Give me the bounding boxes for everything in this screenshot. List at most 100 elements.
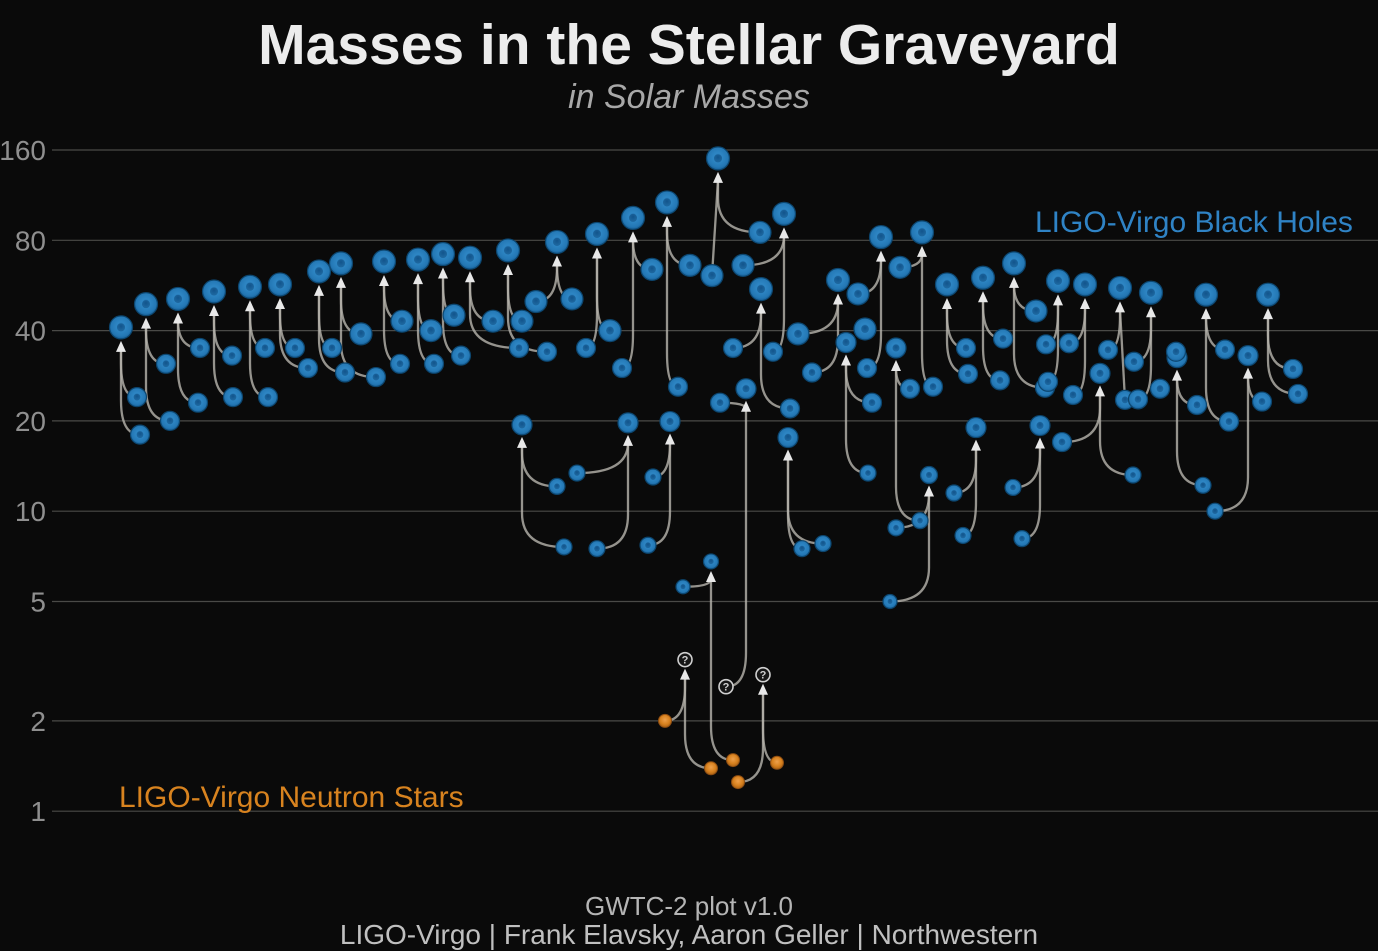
arrowhead-icon	[1035, 437, 1045, 449]
unknown-mass-marker	[718, 678, 734, 695]
dot-center-shade	[674, 383, 682, 391]
dot-center-shade	[1258, 398, 1266, 405]
dot-center-shade	[133, 393, 141, 401]
dot-center-shade	[166, 417, 174, 425]
dot-center-shade	[951, 490, 957, 496]
dot-center-shade	[842, 339, 850, 347]
dot-center-shade	[868, 399, 876, 407]
merger-arrow	[520, 444, 565, 549]
dot-center-shade	[450, 311, 458, 320]
dot-center-shade	[561, 544, 567, 550]
dot-center-shade	[756, 228, 764, 237]
dot-center-shade	[209, 287, 219, 296]
merger-arrow	[647, 441, 672, 547]
arrowhead-icon	[379, 274, 389, 286]
dot-center-shade	[861, 325, 869, 333]
merger-arrow	[576, 442, 630, 475]
dot-center-shade	[372, 373, 380, 381]
arrowhead-icon	[779, 227, 789, 239]
dot-center-shade	[1044, 378, 1052, 386]
dot-center-shade	[314, 267, 324, 276]
arrowhead-icon	[314, 284, 324, 296]
dot-center-shade	[1156, 385, 1164, 393]
merger-arrow	[725, 408, 748, 688]
arrowhead-icon	[1095, 385, 1105, 397]
arrowhead-icon	[917, 245, 927, 257]
merger-arrow	[761, 691, 778, 764]
dot-center-shade	[1134, 396, 1142, 403]
dot-center-shade	[794, 330, 802, 338]
dot-center-shade	[194, 399, 202, 407]
y-tick-label-20: 20	[15, 406, 46, 437]
dot-center-shade	[245, 282, 255, 291]
dot-center-shade	[379, 257, 389, 266]
dot-center-shade	[713, 154, 723, 163]
arrowhead-icon	[971, 439, 981, 451]
dot-center-shade	[1172, 348, 1180, 356]
dot-center-shade	[769, 348, 777, 356]
arrowhead-icon	[173, 312, 183, 324]
arrowhead-icon	[833, 293, 843, 305]
caption-version: GWTC-2 plot v1.0	[584, 891, 794, 921]
dot-center-shade	[996, 377, 1004, 384]
dot-center-shade	[1058, 438, 1066, 446]
dot-center-shade	[876, 233, 886, 242]
dot-center-shade	[708, 271, 716, 280]
dot-center-shade	[917, 228, 927, 237]
merger-arrow	[176, 320, 199, 404]
dot-center-shade	[552, 237, 562, 246]
dot-center-shade	[926, 472, 932, 479]
merger-arrow	[683, 676, 712, 770]
merger-arrow	[585, 255, 599, 350]
dot-center-shade	[779, 209, 789, 218]
dot-center-shade	[465, 253, 475, 262]
dot-center-shade	[1225, 418, 1233, 425]
dot-center-shade	[648, 265, 656, 274]
merger-arrow	[621, 239, 635, 370]
dot-center-shade	[1010, 484, 1016, 491]
dot-center-shade	[962, 344, 970, 352]
merger-arrows-layer	[116, 171, 1299, 784]
arrowhead-icon	[841, 354, 851, 366]
dot-center-shade	[1201, 290, 1211, 299]
dot-center-shade	[430, 360, 438, 368]
question-mark-icon: ?	[682, 655, 689, 667]
dot-center-shade	[518, 317, 526, 326]
arrowhead-icon	[713, 171, 723, 183]
dot-center-shade	[784, 434, 792, 442]
neutron-star-dot	[770, 755, 784, 770]
dot-center-shade	[1244, 352, 1252, 360]
arrowhead-icon	[438, 267, 448, 279]
dot-center-shade	[1200, 482, 1206, 489]
dot-center-shade	[680, 584, 686, 590]
merger-arrow	[709, 578, 734, 762]
dot-center-shade	[999, 335, 1007, 342]
legend-black-holes: LIGO-Virgo Black Holes	[1035, 206, 1353, 239]
y-tick-label-80: 80	[15, 225, 46, 256]
page-title: Masses in the Stellar Graveyard	[258, 13, 1120, 77]
dot-center-shade	[532, 297, 540, 306]
dot-center-shade	[618, 364, 626, 372]
dot-center-shade	[1065, 339, 1073, 347]
neutron-star-dot	[704, 761, 718, 776]
dot-center-shade	[942, 280, 952, 289]
dot-center-shade	[729, 344, 737, 352]
dot-center-shade	[808, 369, 816, 376]
merger-arrow	[1021, 445, 1042, 540]
arrowhead-icon	[758, 683, 768, 695]
mass-dots-layer: ???	[108, 146, 1309, 790]
dot-center-shade	[162, 360, 170, 368]
dot-center-shade	[515, 344, 523, 352]
merger-arrow	[889, 493, 931, 603]
dot-center-shade	[592, 229, 602, 238]
arrowhead-icon	[1080, 297, 1090, 309]
dot-center-shade	[518, 421, 526, 429]
arrowhead-icon	[628, 231, 638, 243]
dot-center-shade	[1121, 396, 1129, 404]
dot-center-shade	[304, 364, 312, 372]
dot-center-shade	[427, 326, 435, 335]
merger-arrow	[278, 305, 309, 370]
dot-center-shade	[1009, 259, 1019, 268]
arrowhead-icon	[978, 291, 988, 303]
